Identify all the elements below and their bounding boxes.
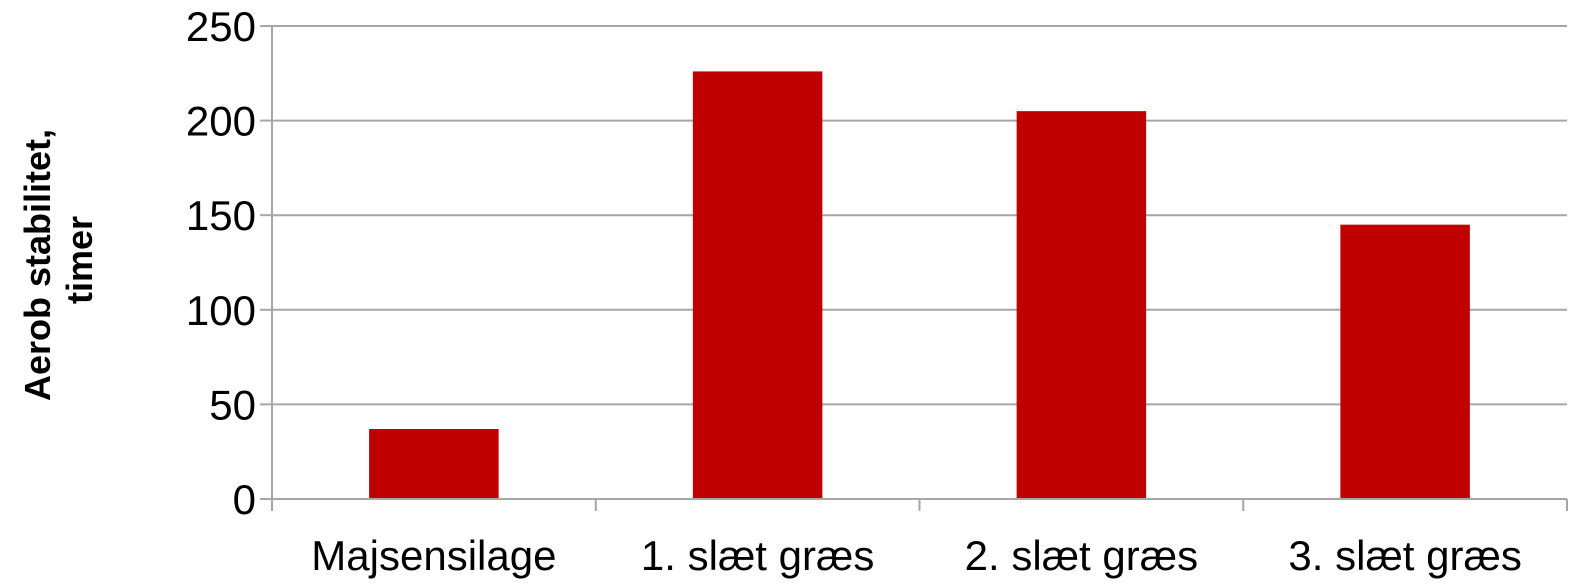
x-category-label: 2. slæt græs xyxy=(965,532,1198,579)
y-tick-label: 100 xyxy=(186,287,256,334)
bar-0 xyxy=(369,428,499,499)
y-tick-label: 150 xyxy=(186,192,256,239)
y-tick-label: 250 xyxy=(186,3,256,50)
bars xyxy=(369,71,1470,500)
y-tick-label: 0 xyxy=(233,476,256,523)
axes xyxy=(260,25,1568,511)
y-axis-title-line-2: timer xyxy=(59,216,100,304)
x-category-label: 3. slæt græs xyxy=(1288,532,1521,579)
y-axis-title-line-1: Aerob stabilitet, xyxy=(17,129,58,401)
bar-2 xyxy=(1016,111,1147,499)
x-category-label: 1. slæt græs xyxy=(641,532,874,579)
y-axis-title: Aerob stabilitet, timer xyxy=(17,119,100,401)
y-tick-label: 200 xyxy=(186,98,256,145)
y-tick-label: 50 xyxy=(209,381,256,428)
y-tick-labels: 0 50 100 150 200 250 xyxy=(186,3,256,523)
bar-3 xyxy=(1340,224,1470,499)
x-category-labels: Majsensilage 1. slæt græs 2. slæt græs 3. s… xyxy=(311,532,1522,579)
bar-1 xyxy=(692,71,823,500)
x-category-label: Majsensilage xyxy=(311,532,556,579)
